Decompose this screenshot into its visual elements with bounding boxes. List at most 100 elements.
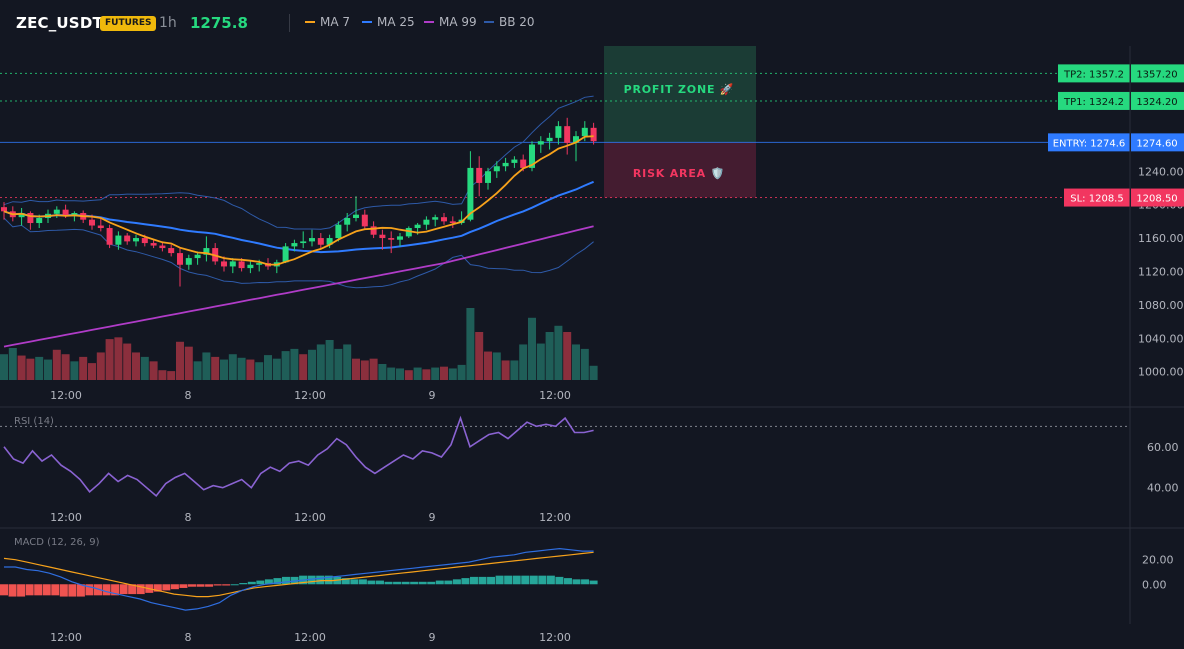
macd-histogram-bar: [76, 584, 85, 597]
level-tag-label: SL: 1208.5: [1070, 194, 1123, 205]
profit-zone: [604, 46, 756, 143]
candle-body: [62, 209, 69, 217]
macd-histogram-bar: [410, 581, 419, 585]
legend-swatch-icon: [362, 20, 372, 23]
ma99-line: [3, 225, 594, 348]
macd-histogram-bar: [247, 581, 256, 585]
level-tag-tp2: [1058, 64, 1130, 83]
macd-histogram-bar: [307, 575, 316, 585]
volume-bar: [536, 343, 545, 380]
rsi-pane-label: RSI (14): [14, 416, 54, 427]
legend-ma7[interactable]: MA 7: [305, 15, 350, 29]
macd-histogram-bar: [179, 584, 188, 588]
volume-bar: [554, 325, 563, 380]
volume-bar: [220, 359, 228, 380]
macd-histogram-bar: [93, 584, 102, 596]
macd-histogram-bar: [341, 578, 350, 585]
volume-bar: [492, 352, 501, 380]
candle-body: [432, 217, 439, 220]
volume-bar: [202, 352, 211, 380]
candle-body: [502, 162, 509, 167]
macd-histogram-bar: [153, 584, 162, 592]
macd-histogram-bar: [136, 584, 145, 595]
macd-histogram-bar: [85, 584, 94, 596]
time-tick-label: 12:00: [539, 631, 571, 644]
rsi-line: [3, 415, 594, 498]
volume-bar: [52, 349, 61, 380]
legend-bb20[interactable]: BB 20: [484, 15, 535, 29]
candle-body: [397, 236, 403, 240]
volume-bar: [167, 371, 176, 380]
volume-bar: [79, 356, 88, 380]
candle-body: [537, 141, 544, 145]
candle-body: [309, 238, 315, 242]
volume-bar: [431, 367, 440, 380]
volume-bar: [422, 369, 431, 380]
macd-histogram-bar: [324, 575, 333, 585]
macd-histogram-bar: [273, 578, 282, 585]
macd-histogram-bar: [581, 579, 590, 585]
macd-histogram-bar: [487, 576, 496, 585]
time-tick-label: 9: [429, 511, 436, 524]
macd-histogram-bar: [350, 579, 359, 585]
candle-body: [476, 167, 483, 183]
macd-histogram-bar: [34, 584, 43, 596]
candle-body: [282, 246, 289, 263]
macd-histogram-bar: [316, 575, 325, 585]
candle-body: [370, 226, 377, 235]
level-axis-tag: [1131, 133, 1184, 152]
candle-body: [133, 238, 139, 242]
symbol-title[interactable]: ZEC_USDT: [16, 14, 103, 32]
candle-body: [493, 166, 500, 172]
legend-ma25[interactable]: MA 25: [362, 15, 415, 29]
volume-bar: [96, 352, 105, 380]
macd-line: [4, 547, 594, 611]
candle-body: [317, 238, 324, 245]
volume-bar: [105, 339, 114, 380]
candle-body: [159, 245, 166, 249]
legend-label: MA 25: [377, 15, 415, 29]
volume-bar: [475, 332, 484, 380]
volume-bar: [466, 308, 475, 380]
candle-body: [291, 243, 298, 247]
volume-bar: [228, 354, 237, 380]
macd-histogram-bar: [589, 580, 598, 585]
volume-bar: [149, 361, 158, 380]
volume-bar: [44, 359, 52, 380]
macd-histogram-bar: [111, 584, 120, 596]
candle-body: [185, 258, 192, 265]
level-axis-tag: [1131, 91, 1184, 110]
macd-histogram-bar: [102, 584, 111, 596]
candle-body: [564, 126, 571, 143]
macd-histogram-bar: [205, 584, 214, 587]
volume-bar: [563, 332, 572, 380]
level-axis-tag: [1131, 64, 1184, 83]
macd-histogram-bar: [367, 580, 376, 585]
rsi-tick-label: 60.00: [1147, 441, 1179, 454]
time-tick-label: 12:00: [50, 511, 82, 524]
macd-histogram-bar: [504, 575, 513, 585]
legend-swatch-icon: [424, 20, 434, 23]
candle-body: [124, 235, 131, 242]
time-tick-label: 12:00: [294, 511, 326, 524]
macd-histogram-bar: [25, 584, 34, 596]
volume-bar: [193, 361, 202, 380]
macd-histogram-bar: [59, 584, 68, 597]
time-tick-label: 12:00: [539, 511, 571, 524]
candle-body: [141, 238, 148, 244]
level-axis-tag: [1131, 188, 1184, 207]
candle-body: [194, 254, 201, 259]
macd-histogram-bar: [196, 584, 205, 587]
legend-ma99[interactable]: MA 99: [424, 15, 477, 29]
price-tick-label: 1160.00: [1138, 232, 1184, 245]
candle-body: [467, 167, 474, 220]
candle-body: [247, 264, 254, 269]
chart-header: ZEC_USDT FUTURES 1h 1275.8 MA 7 MA 25 MA…: [0, 0, 1184, 46]
macd-histogram-bar: [393, 581, 402, 585]
timeframe-label[interactable]: 1h: [159, 15, 177, 31]
macd-histogram-bar: [239, 583, 248, 585]
macd-histogram-bar: [68, 584, 77, 597]
macd-histogram-bar: [358, 579, 367, 585]
candle-body: [115, 235, 122, 245]
